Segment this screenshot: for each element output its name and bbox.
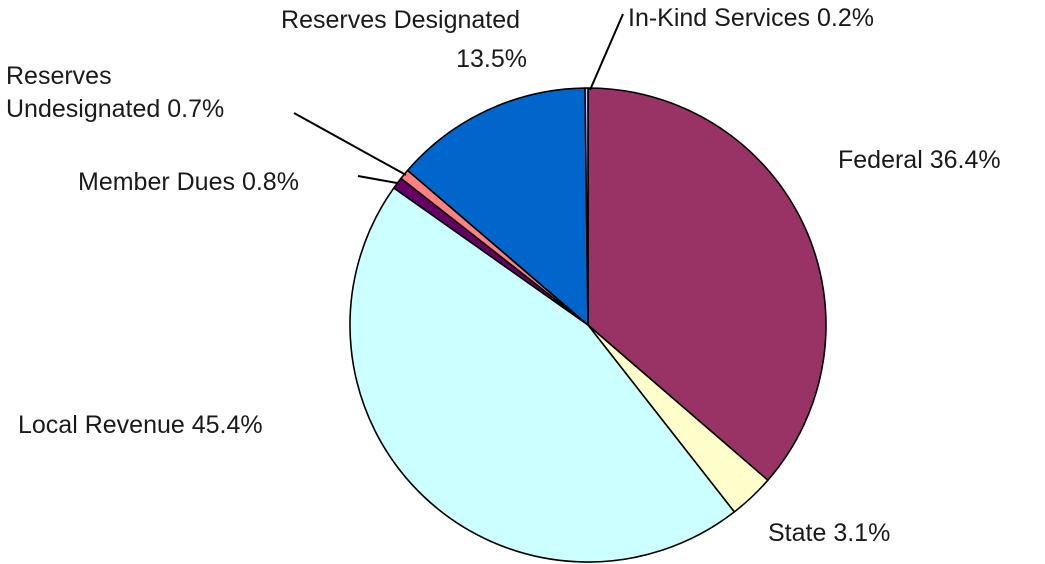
label-in-kind-services: In-Kind Services 0.2% [628,4,874,32]
label-state: State 3.1% [768,519,890,547]
label-reserves-undesignated: Reserves Undesignated 0.7% [6,62,224,123]
pie-slice-federal [587,87,827,481]
pie-slices [349,87,827,563]
pie-slice-reserves-designated [406,87,589,326]
label-federal: Federal 36.4% [838,146,1001,174]
pie-slice-in-kind-services [584,87,589,326]
leader-lines [293,13,624,184]
leader-line-member-dues [357,175,398,184]
label-member-dues: Member Dues 0.8% [78,168,299,196]
leader-line-reserves-undesignated [293,112,407,176]
pie-slice-local-revenue [349,187,736,563]
label-reserves-designated: Reserves Designated 13.5% [281,6,527,73]
leader-line-in-kind-services [589,13,624,91]
label-local-revenue: Local Revenue 45.4% [18,411,263,439]
